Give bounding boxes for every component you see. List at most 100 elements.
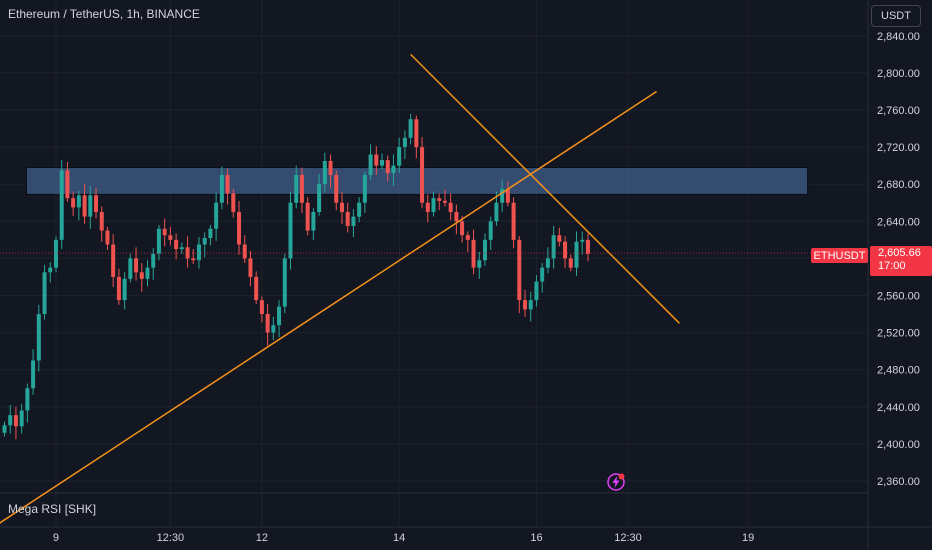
candle-body: [534, 281, 539, 301]
candle-body: [431, 198, 436, 213]
candle-body: [368, 154, 373, 175]
candle-body: [408, 119, 413, 138]
chart-title: Ethereum / TetherUS, 1h, BINANCE: [8, 7, 200, 21]
candle-body: [71, 198, 76, 208]
candle-body: [105, 230, 110, 245]
candle-body: [237, 212, 242, 245]
candle-body: [294, 174, 299, 203]
candle-body: [231, 193, 236, 213]
candle-body: [397, 147, 402, 166]
candle-body: [505, 188, 510, 203]
candle-body: [225, 174, 230, 194]
ascending-trendline: [0, 90, 657, 524]
candle-body: [254, 276, 259, 301]
last-price-tag: 2,605.66 17:00: [870, 246, 932, 276]
candle-body: [414, 119, 419, 148]
indicator-label[interactable]: Mega RSI [SHK]: [8, 502, 97, 516]
candle-body: [31, 360, 36, 389]
candle-body: [288, 202, 293, 259]
candle-body: [82, 195, 87, 217]
candle-body: [517, 239, 522, 301]
candle-body: [322, 161, 327, 185]
candle-body: [248, 258, 253, 277]
candle-body: [19, 410, 24, 427]
candle-body: [76, 195, 81, 208]
candle-body: [214, 202, 219, 229]
candle-body: [402, 137, 407, 148]
y-tick-label: 2,680.00: [877, 179, 920, 191]
candle-body: [179, 247, 184, 250]
y-tick-label: 2,480.00: [877, 365, 920, 377]
descending-trendline: [410, 53, 680, 324]
lightning-icon[interactable]: [606, 472, 626, 492]
candle-body: [442, 200, 447, 203]
y-tick-label: 2,760.00: [877, 105, 920, 117]
candle-body: [494, 202, 499, 222]
candle-body: [168, 235, 173, 240]
candle-body: [511, 202, 516, 240]
candle-body: [36, 314, 41, 361]
bar-countdown: 17:00: [878, 260, 906, 272]
candle-body: [2, 425, 7, 433]
resistance-zone: [26, 167, 809, 195]
candle-body: [299, 174, 304, 203]
candle-body: [145, 267, 150, 279]
candle-body: [134, 258, 139, 273]
candle-body: [568, 258, 573, 268]
x-tick-label: 9: [53, 532, 59, 544]
x-tick-label: 12: [256, 532, 268, 544]
candle-body: [94, 195, 99, 213]
symbol-price-tag: ETHUSDT: [811, 248, 868, 263]
candle-body: [174, 239, 179, 250]
candle-body: [151, 253, 156, 268]
candle-body: [448, 202, 453, 213]
candle-body: [156, 228, 161, 254]
candle-body: [25, 388, 30, 411]
candle-body: [374, 154, 379, 166]
candle-body: [557, 235, 562, 242]
candle-body: [585, 239, 590, 254]
candle-body: [580, 239, 585, 242]
candle-body: [13, 415, 18, 427]
last-price-value: 2,605.66: [878, 247, 921, 259]
candle-body: [208, 228, 213, 238]
candle-body: [42, 272, 47, 315]
candle-body: [465, 235, 470, 240]
candle-body: [162, 228, 167, 236]
candle-body: [488, 221, 493, 240]
candle-body: [385, 160, 390, 174]
candle-body: [328, 161, 333, 175]
candle-body: [282, 258, 287, 307]
candle-body: [128, 258, 133, 279]
y-tick-label: 2,520.00: [877, 328, 920, 340]
currency-button[interactable]: USDT: [871, 5, 921, 27]
candle-body: [563, 241, 568, 259]
y-tick-label: 2,560.00: [877, 291, 920, 303]
candle-body: [523, 300, 528, 310]
candle-body: [528, 300, 533, 310]
candle-body: [242, 244, 247, 259]
candle-body: [540, 267, 545, 282]
y-tick-label: 2,720.00: [877, 142, 920, 154]
candle-body: [471, 239, 476, 268]
y-tick-label: 2,800.00: [877, 68, 920, 80]
candle-body: [437, 198, 442, 201]
candle-body: [545, 258, 550, 268]
candle-body: [271, 325, 276, 333]
candle-body: [460, 221, 465, 236]
x-tick-label: 12:30: [614, 532, 642, 544]
candle-body: [500, 188, 505, 203]
candle-body: [551, 235, 556, 259]
candle-body: [391, 165, 396, 174]
candle-body: [59, 170, 64, 240]
candle-body: [265, 314, 270, 333]
candle-body: [357, 202, 362, 217]
candle-body: [259, 300, 264, 315]
candle-body: [477, 260, 482, 268]
x-tick-label: 12:30: [157, 532, 185, 544]
candle-body: [574, 241, 579, 268]
candle-body: [122, 278, 127, 301]
candle-body: [305, 202, 310, 231]
